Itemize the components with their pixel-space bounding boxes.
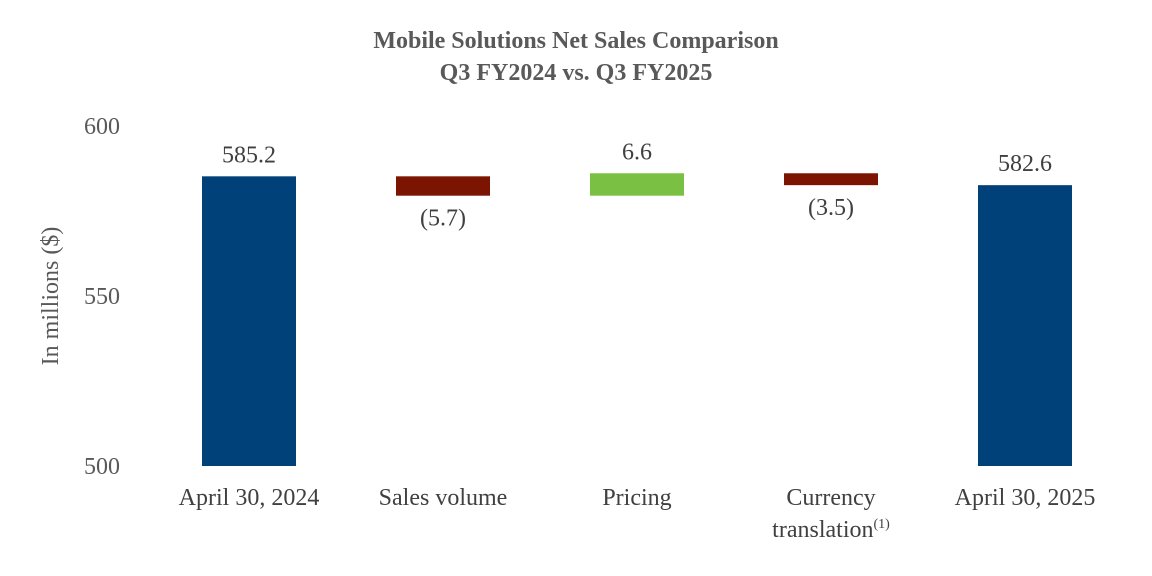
category-label-superscript: (1) bbox=[873, 517, 890, 532]
category-label: Sales volume bbox=[379, 485, 508, 511]
category-label: April 30, 2024 bbox=[179, 485, 320, 511]
y-tick-label: 550 bbox=[84, 284, 120, 310]
bar-decrease bbox=[396, 176, 490, 196]
y-axis-ticks: 500 550 600 bbox=[84, 114, 120, 480]
y-tick-label: 500 bbox=[84, 454, 120, 480]
data-labels: 585.2 (5.7) 6.6 (3.5) 582.6 bbox=[222, 139, 1052, 231]
y-tick-label: 600 bbox=[84, 114, 120, 140]
bar-total bbox=[978, 185, 1072, 466]
data-label: (5.7) bbox=[420, 206, 466, 232]
category-labels: April 30, 2024 Sales volume Pricing Currenc… bbox=[179, 485, 1096, 543]
data-label: 585.2 bbox=[222, 142, 276, 168]
chart-title: Mobile Solutions Net Sales Comparison bbox=[373, 28, 778, 54]
data-label: 582.6 bbox=[998, 151, 1052, 177]
category-label: Pricing bbox=[602, 485, 671, 511]
chart-subtitle: Q3 FY2024 vs. Q3 FY2025 bbox=[440, 60, 713, 86]
category-label: April 30, 2025 bbox=[955, 485, 1096, 511]
data-label: 6.6 bbox=[622, 139, 652, 165]
y-axis-label: In millions ($) bbox=[38, 227, 64, 366]
category-label: Currency bbox=[786, 485, 875, 511]
bar-total bbox=[202, 176, 296, 466]
bar-increase bbox=[590, 173, 684, 196]
data-label: (3.5) bbox=[808, 195, 854, 221]
category-label: translation(1) bbox=[772, 517, 890, 543]
bars bbox=[202, 173, 1072, 466]
bar-decrease bbox=[784, 173, 878, 186]
